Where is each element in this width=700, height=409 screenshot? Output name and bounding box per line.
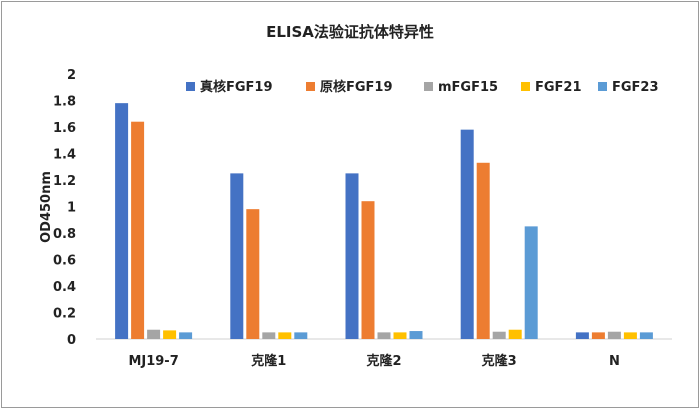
- y-tick-label: 2: [67, 68, 76, 83]
- bar: [361, 201, 375, 339]
- y-tick-label: 0: [67, 333, 76, 348]
- x-tick-label: 克隆3: [482, 353, 517, 369]
- x-axis-categories: MJ19-7 克隆1 克隆2 克隆3 N: [128, 353, 619, 369]
- bar: [460, 129, 474, 339]
- legend-swatch: [306, 82, 315, 91]
- bar: [476, 162, 490, 339]
- bar: [607, 331, 621, 339]
- chart-title: ELISA法验证抗体特异性: [266, 23, 434, 41]
- bar: [639, 332, 653, 339]
- bar: [393, 332, 407, 339]
- y-axis-label: OD450nm: [39, 171, 54, 243]
- bars: [115, 103, 653, 340]
- bar: [147, 329, 161, 339]
- x-tick-label: 克隆1: [251, 353, 286, 369]
- bar: [524, 226, 538, 339]
- legend-label: FGF21: [535, 80, 582, 95]
- legend-label: mFGF15: [438, 80, 498, 95]
- bar: [246, 209, 260, 339]
- x-tick-label: MJ19-7: [128, 354, 178, 369]
- legend: 真核FGF19 原核FGF19 mFGF15 FGF21 FGF23: [186, 79, 659, 95]
- legend-label: 真核FGF19: [200, 79, 273, 95]
- bar: [623, 332, 637, 339]
- y-tick-label: 0.8: [53, 227, 76, 242]
- x-tick-label: N: [609, 354, 620, 369]
- bar: [377, 332, 391, 339]
- bar: [409, 331, 423, 339]
- legend-swatch: [186, 82, 195, 91]
- y-tick-label: 0.6: [53, 254, 76, 269]
- legend-swatch: [521, 82, 530, 91]
- bar: [575, 332, 589, 339]
- y-tick-label: 1.6: [53, 121, 76, 136]
- legend-swatch: [424, 82, 433, 91]
- y-tick-label: 1.2: [53, 174, 76, 189]
- bar: [508, 329, 522, 339]
- legend-label: 原核FGF19: [320, 79, 393, 95]
- bar: [179, 332, 193, 339]
- y-tick-label: 0.2: [53, 307, 76, 322]
- bar: [131, 121, 145, 339]
- y-axis-ticks: 0 0.2 0.4 0.6 0.8 1 1.2 1.4 1.6 1.8 2: [53, 68, 76, 348]
- y-tick-label: 0.4: [53, 280, 76, 295]
- bar: [492, 331, 506, 339]
- y-tick-label: 1.4: [53, 148, 76, 163]
- x-tick-label: 克隆2: [366, 353, 401, 369]
- legend-label: FGF23: [612, 80, 659, 95]
- bar: [262, 332, 276, 339]
- bar: [591, 332, 605, 339]
- bar: [294, 332, 308, 339]
- bar: [278, 332, 292, 339]
- y-tick-label: 1.8: [53, 95, 76, 110]
- y-tick-label: 1: [67, 201, 76, 216]
- bar: [115, 103, 129, 340]
- bar: [230, 173, 244, 339]
- bar: [345, 173, 359, 339]
- legend-swatch: [598, 82, 607, 91]
- bar: [163, 330, 177, 339]
